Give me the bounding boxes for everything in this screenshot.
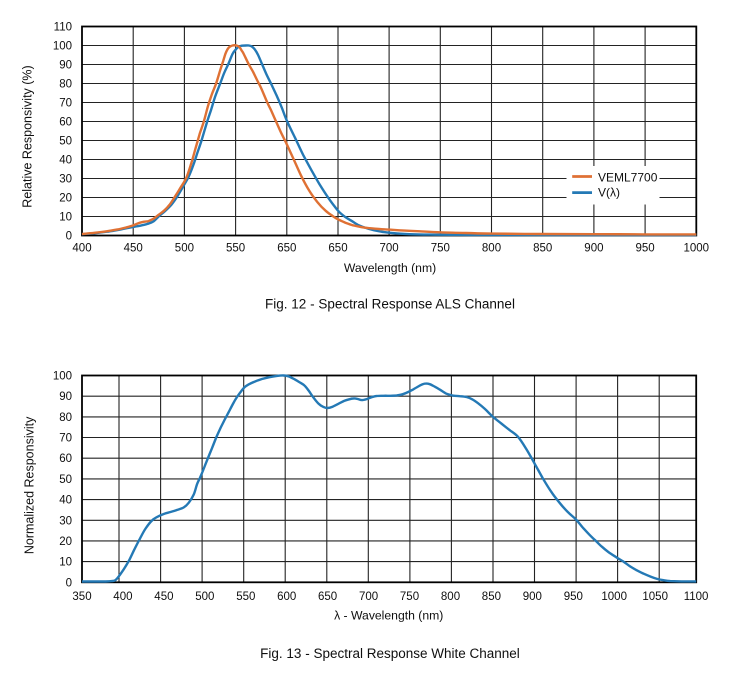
svg-text:0: 0: [66, 231, 72, 243]
svg-text:450: 450: [154, 591, 173, 603]
svg-text:10: 10: [59, 557, 72, 569]
svg-text:30: 30: [59, 174, 72, 186]
svg-text:110: 110: [54, 22, 72, 34]
svg-text:90: 90: [59, 60, 72, 72]
svg-text:10: 10: [59, 212, 72, 224]
svg-text:350: 350: [72, 591, 91, 603]
svg-text:850: 850: [533, 243, 552, 255]
svg-text:850: 850: [482, 591, 501, 603]
svg-text:400: 400: [113, 591, 132, 603]
svg-text:Relative Responsivity (%): Relative Responsivity (%): [21, 65, 35, 207]
svg-text:40: 40: [59, 155, 72, 167]
svg-text:650: 650: [328, 243, 347, 255]
svg-text:700: 700: [359, 591, 378, 603]
svg-text:650: 650: [318, 591, 337, 603]
svg-text:Fig. 13 - Spectral Response Wh: Fig. 13 - Spectral Response White Channe…: [260, 646, 520, 661]
svg-text:70: 70: [59, 433, 72, 445]
svg-text:20: 20: [59, 193, 72, 205]
svg-text:600: 600: [277, 591, 296, 603]
svg-text:60: 60: [59, 453, 72, 465]
svg-text:20: 20: [59, 536, 72, 548]
svg-text:550: 550: [236, 591, 255, 603]
svg-text:30: 30: [59, 515, 72, 527]
svg-text:50: 50: [59, 136, 72, 148]
svg-text:V(λ): V(λ): [598, 186, 620, 200]
svg-text:1100: 1100: [684, 591, 709, 603]
svg-text:1050: 1050: [642, 591, 668, 603]
svg-text:950: 950: [564, 591, 583, 603]
svg-text:Fig. 12 - Spectral Response AL: Fig. 12 - Spectral Response ALS Channel: [265, 297, 515, 312]
svg-text:90: 90: [59, 391, 72, 403]
svg-text:80: 80: [59, 412, 72, 424]
svg-text:700: 700: [380, 243, 399, 255]
svg-text:1000: 1000: [601, 591, 627, 603]
svg-text:0: 0: [66, 577, 72, 589]
svg-text:900: 900: [584, 243, 603, 255]
svg-text:800: 800: [441, 591, 460, 603]
svg-text:500: 500: [195, 591, 214, 603]
svg-text:1000: 1000: [684, 243, 710, 255]
svg-text:60: 60: [59, 117, 72, 129]
svg-text:100: 100: [53, 371, 72, 383]
svg-text:80: 80: [59, 79, 72, 91]
svg-text:650: 650: [277, 243, 296, 255]
svg-text:950: 950: [636, 243, 655, 255]
svg-text:400: 400: [72, 243, 91, 255]
svg-text:70: 70: [59, 98, 72, 110]
svg-text:VEML7700: VEML7700: [598, 170, 658, 184]
svg-text:500: 500: [175, 243, 194, 255]
svg-text:750: 750: [400, 591, 419, 603]
svg-text:450: 450: [124, 243, 143, 255]
svg-text:40: 40: [59, 495, 72, 507]
svg-text:Wavelength (nm): Wavelength (nm): [344, 261, 436, 275]
svg-text:800: 800: [482, 243, 501, 255]
svg-text:550: 550: [226, 243, 245, 255]
svg-text:750: 750: [431, 243, 450, 255]
svg-text:λ - Wavelength (nm): λ - Wavelength (nm): [334, 609, 443, 623]
svg-text:100: 100: [53, 41, 72, 53]
svg-text:50: 50: [59, 474, 72, 486]
svg-text:Normalized Responsivity: Normalized Responsivity: [23, 416, 37, 554]
svg-text:900: 900: [523, 591, 542, 603]
